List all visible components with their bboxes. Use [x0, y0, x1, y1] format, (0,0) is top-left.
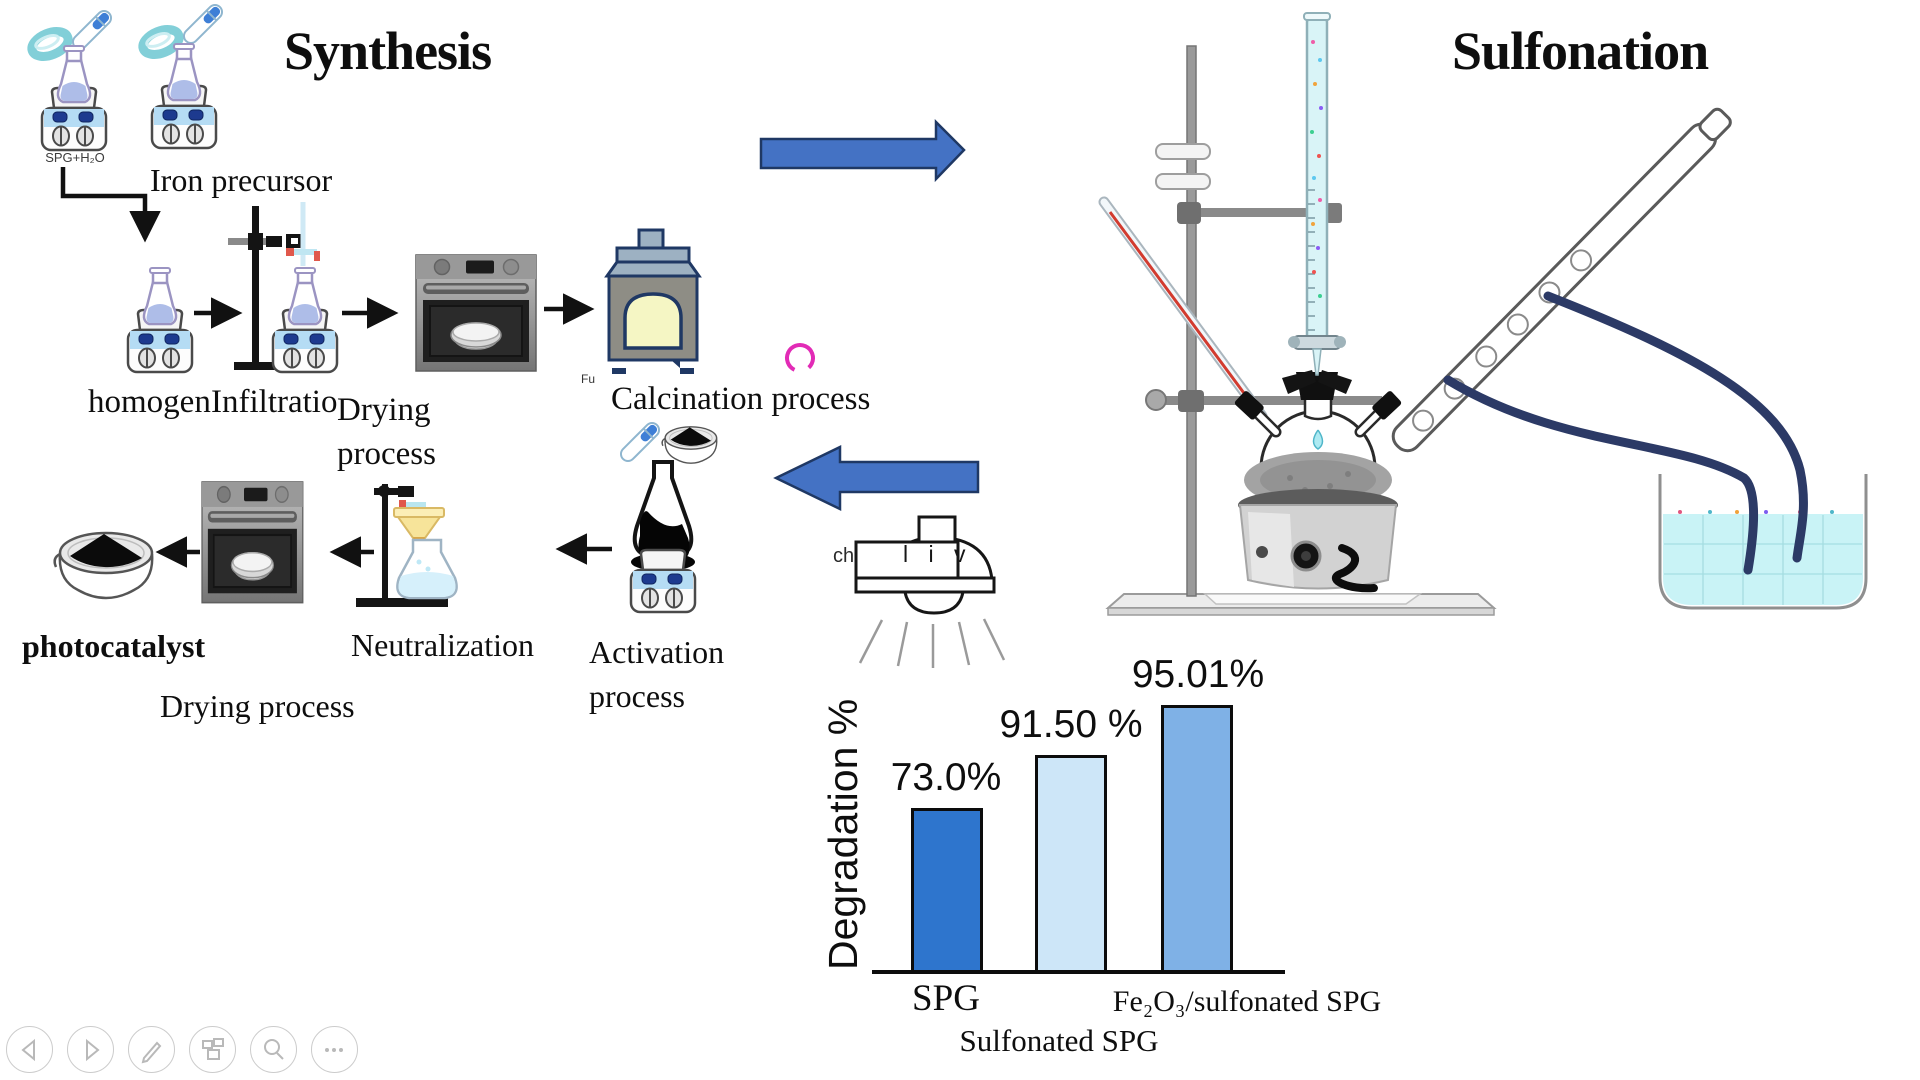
drying-oven	[415, 254, 537, 372]
zoom-into-slide-button[interactable]	[250, 1026, 297, 1073]
bar-spg	[911, 808, 983, 972]
label-drying-line1: Drying	[337, 392, 431, 428]
bar-sulfonated-spg	[1035, 755, 1107, 972]
label-iron-precursor: Iron precursor	[150, 162, 333, 198]
homogenization-station	[128, 268, 192, 372]
flow-connector-elbow	[60, 167, 161, 243]
label-activation-line1: Activation	[589, 634, 725, 670]
heating-mantle-icon	[1238, 452, 1398, 593]
next-slide-button[interactable]	[67, 1026, 114, 1073]
x-tick-sulfonated-spg: Sulfonated SPG	[959, 1023, 1159, 1058]
thermometer-icon	[1098, 196, 1268, 422]
label-activation-line2: process	[589, 678, 685, 714]
see-all-slides-button[interactable]	[189, 1026, 236, 1073]
label-furnace-mark: Fu	[581, 372, 596, 386]
presenter-toolbar	[6, 1026, 358, 1073]
lamp-text-left: ch	[833, 545, 855, 567]
power-cord-icon	[1331, 544, 1378, 593]
pen-tools-button[interactable]	[128, 1026, 175, 1073]
label-photocatalyst: photocatalyst	[22, 628, 206, 664]
x-tick-fe2o3: Fe₂O₃/sulfonated SPG	[1112, 985, 1382, 1018]
lamp-rays-icon	[858, 618, 1006, 668]
burette-icon	[1282, 12, 1352, 394]
calcination-furnace	[605, 228, 701, 376]
bar-value-label: 91.50 %	[999, 703, 1143, 746]
sulfonation-apparatus	[1098, 12, 1868, 616]
magnifier-icon	[263, 1038, 284, 1060]
synthesis-title: Synthesis	[284, 21, 492, 81]
pen-icon	[141, 1041, 161, 1063]
flow-arrows-backward	[155, 533, 612, 568]
sulfonation-title: Sulfonation	[1452, 21, 1709, 81]
water-bath-icon	[1658, 474, 1868, 610]
condenser-icon	[1391, 107, 1732, 453]
chart-x-axis	[872, 970, 1285, 974]
ellipsis-icon	[324, 1047, 343, 1052]
label-drying-line2: process	[337, 436, 436, 472]
magenta-arc	[785, 343, 816, 373]
slide-sorter-icon	[201, 1037, 224, 1060]
lamp-text-right: l i v	[903, 541, 973, 567]
label-calcination: Calcination process	[611, 381, 871, 417]
next-icon	[85, 1038, 100, 1061]
more-options-button[interactable]	[311, 1026, 358, 1073]
burette-speckles	[1310, 40, 1323, 298]
waterline-speckles	[1678, 510, 1834, 514]
cooling-hoses-icon	[1443, 291, 1808, 575]
x-tick-spg: SPG	[912, 978, 980, 1019]
label-infiltration: Infiltration	[211, 384, 354, 420]
label-homogenization: homogen	[88, 384, 211, 420]
source-station-iron	[139, 1, 226, 148]
source-station-spg	[28, 7, 115, 150]
photocatalyst-bowl	[53, 531, 154, 600]
bar-value-label: 73.0%	[890, 756, 1002, 799]
activation-station	[617, 419, 718, 614]
bar-fe2o3-sulfonated-spg	[1161, 705, 1233, 972]
big-arrow-left	[773, 445, 980, 511]
neutralization-station	[356, 484, 458, 607]
chart-y-axis-label: Degradation %	[820, 698, 866, 970]
flow-arrows-forward	[194, 293, 595, 329]
previous-slide-button[interactable]	[6, 1026, 53, 1073]
label-neutralization: Neutralization	[351, 627, 535, 663]
infiltration-station	[273, 268, 337, 372]
drying-oven-2	[200, 480, 304, 604]
uv-lamp-icon	[854, 515, 1006, 668]
bar-value-label: 95.01%	[1131, 653, 1265, 696]
previous-icon	[20, 1038, 35, 1061]
label-spg-h2o: SPG+H₂O	[45, 150, 105, 165]
label-drying-process-2: Drying process	[160, 688, 355, 724]
big-arrow-right	[759, 118, 966, 183]
